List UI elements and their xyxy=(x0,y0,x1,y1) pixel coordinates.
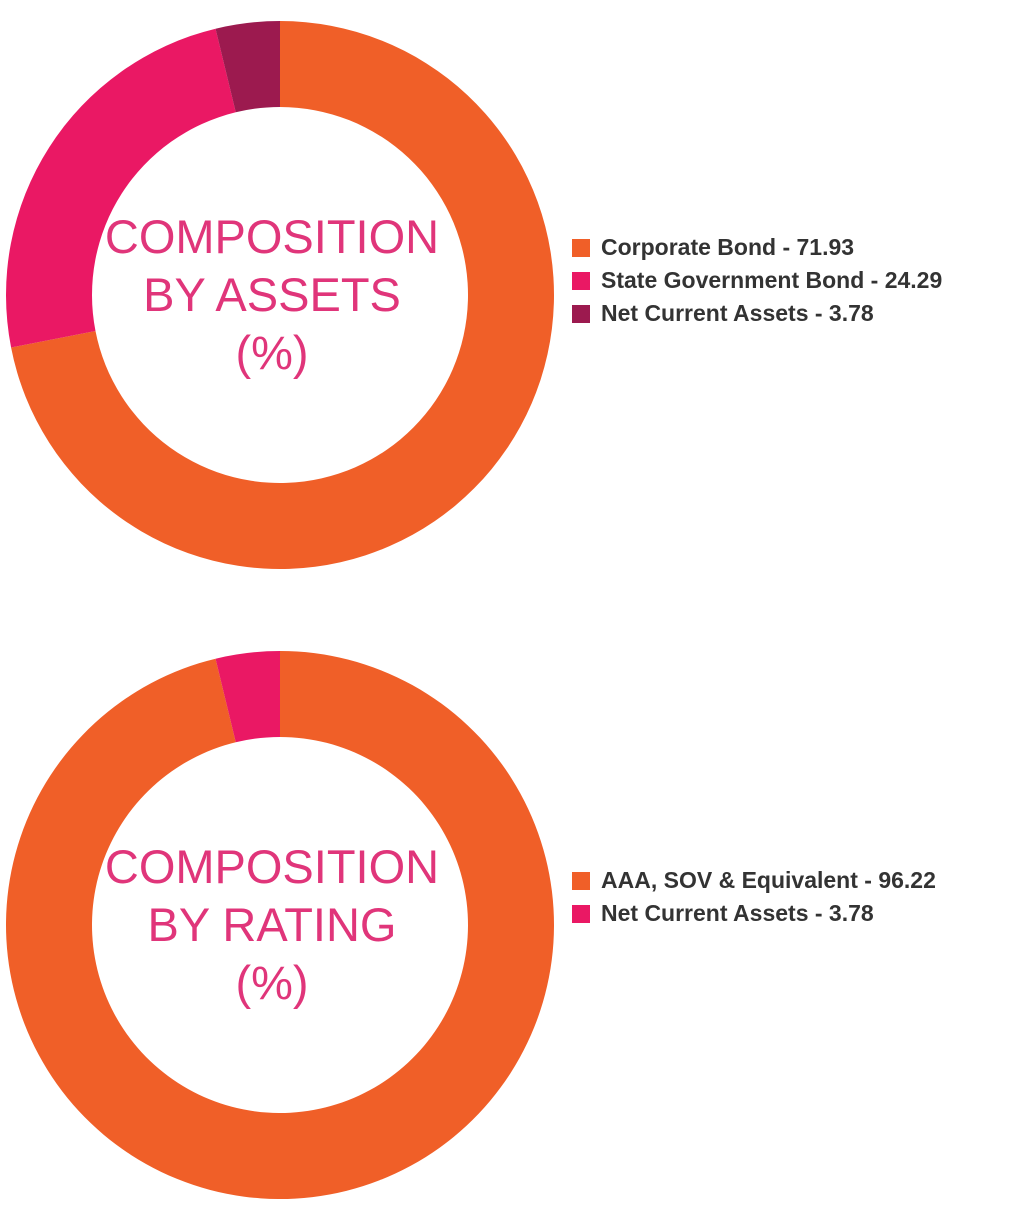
legend-item-net-current-assets: Net Current Assets - 3.78 xyxy=(572,297,1007,330)
legend-swatch xyxy=(572,905,590,923)
assets-donut xyxy=(6,21,554,569)
legend-label: AAA, SOV & Equivalent - 96.22 xyxy=(601,867,936,893)
composition-by-assets-chart: COMPOSITION BY ASSETS (%) Corporate Bond… xyxy=(0,15,1009,575)
assets-title-line-2: BY ASSETS xyxy=(143,268,401,321)
legend-swatch xyxy=(572,305,590,323)
rating-title-line-3: (%) xyxy=(235,956,309,1009)
rating-donut xyxy=(6,651,555,1199)
legend-item-corporate-bond: Corporate Bond - 71.93 xyxy=(572,231,1007,264)
slice-net-current-assets xyxy=(215,21,280,113)
legend-item-aaa-sov-equivalent: AAA, SOV & Equivalent - 96.22 xyxy=(572,864,1007,897)
assets-title-line-3: (%) xyxy=(235,326,309,379)
legend-swatch xyxy=(572,272,590,290)
composition-by-rating-chart: COMPOSITION BY RATING (%) AAA, SOV & Equ… xyxy=(0,645,1009,1205)
legend-item-net-current-assets: Net Current Assets - 3.78 xyxy=(572,897,1007,930)
legend-label: Net Current Assets - 3.78 xyxy=(601,300,874,326)
legend-swatch xyxy=(572,239,590,257)
legend-item-state-government-bond: State Government Bond - 24.29 xyxy=(572,264,1007,297)
slice-aaa-sov-equivalent xyxy=(6,651,555,1199)
legend-label: Net Current Assets - 3.78 xyxy=(601,900,874,926)
slice-state-government-bond xyxy=(6,28,236,348)
rating-legend: AAA, SOV & Equivalent - 96.22 Net Curren… xyxy=(572,864,1007,930)
assets-center-title: COMPOSITION BY ASSETS (%) xyxy=(82,15,462,575)
rating-center-title: COMPOSITION BY RATING (%) xyxy=(82,645,462,1205)
slice-corporate-bond xyxy=(11,21,554,569)
legend-label: State Government Bond - 24.29 xyxy=(601,267,943,293)
rating-title-line-1: COMPOSITION xyxy=(104,840,440,893)
assets-legend: Corporate Bond - 71.93 State Government … xyxy=(572,231,1007,330)
rating-title-line-2: BY RATING xyxy=(147,898,397,951)
legend-label: Corporate Bond - 71.93 xyxy=(601,234,855,260)
slice-net-current-assets xyxy=(215,651,280,743)
assets-title-line-1: COMPOSITION xyxy=(104,210,440,263)
legend-swatch xyxy=(572,872,590,890)
